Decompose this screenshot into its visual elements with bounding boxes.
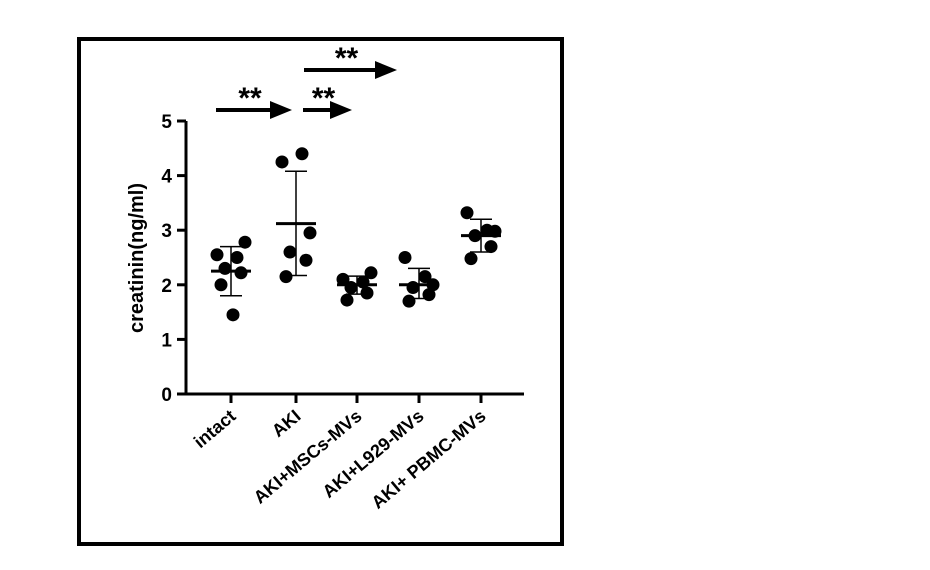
significance-arrow-head <box>330 101 352 119</box>
y-tick-label: 5 <box>161 112 172 133</box>
significance-arrow-head <box>270 101 292 119</box>
data-point <box>364 266 378 280</box>
x-tick-label: intact <box>190 406 240 452</box>
data-point <box>214 278 228 292</box>
significance-label: ** <box>335 42 359 75</box>
data-point <box>460 206 474 220</box>
data-point <box>295 147 309 161</box>
y-tick-label: 0 <box>161 385 172 406</box>
data-point <box>402 294 416 308</box>
y-tick-label: 4 <box>161 167 172 188</box>
data-point <box>464 252 478 266</box>
significance-label: ** <box>312 82 336 115</box>
data-point <box>299 253 313 267</box>
data-point <box>344 281 358 295</box>
data-point <box>210 248 224 262</box>
data-point <box>484 240 498 254</box>
data-point <box>418 270 432 284</box>
data-point <box>398 251 412 264</box>
data-point <box>336 272 350 286</box>
y-axis-title: creatinin(ng/ml) <box>126 183 148 333</box>
data-point <box>360 286 374 300</box>
significance-arrow-head <box>375 61 397 79</box>
data-point <box>226 308 240 322</box>
data-point <box>275 155 289 169</box>
data-point <box>218 261 232 275</box>
y-tick-label: 3 <box>161 221 172 242</box>
data-point <box>426 278 440 292</box>
data-point <box>238 235 252 249</box>
x-tick-label: AKI+MSCs-MVs <box>250 406 366 508</box>
y-tick-label: 2 <box>161 276 172 297</box>
data-point <box>356 275 370 289</box>
data-point <box>303 226 317 240</box>
data-point <box>340 293 354 307</box>
data-point <box>279 270 293 284</box>
chart-frame <box>77 37 564 546</box>
significance-annotations: ** ** ** <box>216 42 397 119</box>
significance-label: ** <box>238 82 262 115</box>
data-point <box>283 245 297 259</box>
data-point <box>488 224 502 238</box>
data-point <box>230 251 244 264</box>
y-tick-label: 1 <box>161 330 172 351</box>
chart-marks <box>210 147 502 322</box>
data-point <box>422 288 436 302</box>
data-point <box>234 266 248 280</box>
data-point <box>468 229 482 243</box>
x-tick-label: AKI <box>268 406 305 441</box>
data-point <box>406 281 420 295</box>
x-tick-label: AKI+ PBMC-MVs <box>368 406 490 513</box>
